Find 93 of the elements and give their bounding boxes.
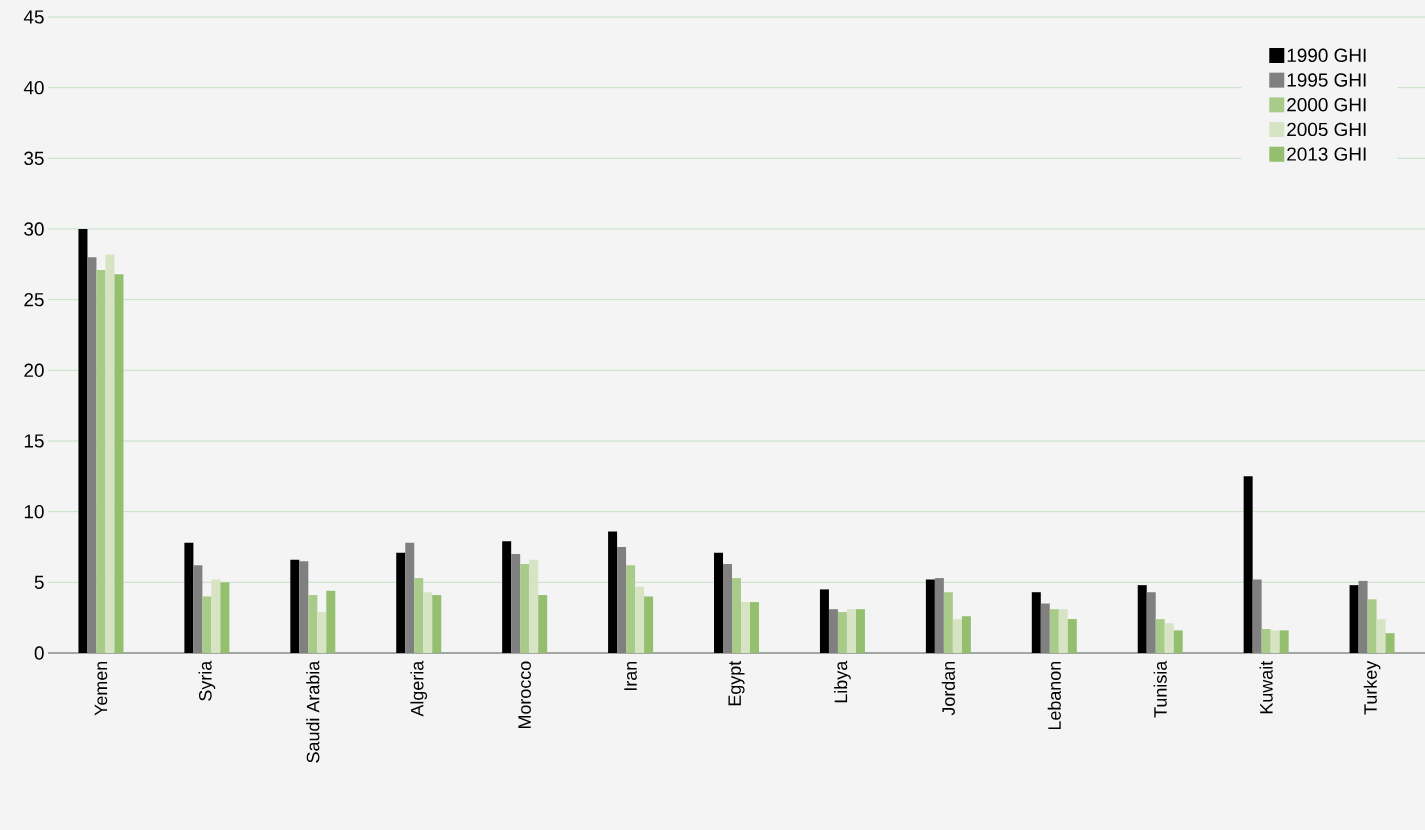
bar bbox=[184, 542, 194, 653]
x-tick-label: Kuwait bbox=[1259, 660, 1273, 714]
bar bbox=[1040, 603, 1050, 653]
bar bbox=[714, 552, 724, 653]
bar bbox=[1279, 630, 1289, 653]
bar bbox=[1049, 609, 1059, 653]
bar bbox=[423, 592, 433, 653]
bar bbox=[114, 274, 124, 653]
bar bbox=[308, 595, 318, 653]
bar bbox=[1164, 623, 1174, 653]
bar bbox=[105, 254, 115, 653]
x-tick-label: Saudi Arabia bbox=[306, 660, 320, 763]
bar bbox=[317, 612, 327, 653]
bar bbox=[502, 541, 512, 653]
bar bbox=[520, 563, 530, 653]
bar bbox=[1058, 609, 1068, 653]
y-tick-label: 30 bbox=[24, 222, 44, 236]
x-tick-label: Lebanon bbox=[1047, 661, 1061, 730]
bar bbox=[855, 609, 865, 653]
bar bbox=[1137, 585, 1147, 653]
bar bbox=[1376, 619, 1386, 653]
bar bbox=[617, 546, 627, 653]
y-tick-label: 15 bbox=[24, 434, 44, 448]
bar bbox=[819, 589, 829, 653]
bar bbox=[538, 595, 548, 653]
x-tick-label: Yemen bbox=[94, 661, 108, 716]
y-tick-label: 40 bbox=[23, 80, 44, 95]
bar bbox=[432, 595, 442, 653]
x-tick-label: Egypt bbox=[728, 660, 745, 706]
bar bbox=[1067, 619, 1077, 653]
y-tick-label: 35 bbox=[24, 151, 44, 166]
bar bbox=[644, 596, 654, 653]
bar bbox=[1243, 476, 1253, 653]
legend-label: 2005 GHI bbox=[1287, 122, 1366, 137]
bar bbox=[1031, 592, 1041, 653]
bar bbox=[1173, 630, 1183, 653]
y-tick-label: 20 bbox=[24, 363, 44, 378]
bar bbox=[934, 578, 944, 653]
bar bbox=[750, 602, 760, 653]
bar bbox=[511, 554, 521, 653]
x-tick-label: Algeria bbox=[410, 660, 428, 717]
bar bbox=[193, 565, 203, 653]
bar bbox=[414, 578, 424, 653]
bar bbox=[1367, 599, 1377, 653]
legend-label: 2013 GHI bbox=[1287, 147, 1366, 161]
bar bbox=[78, 228, 88, 653]
bar bbox=[1349, 585, 1359, 653]
bar bbox=[1270, 630, 1280, 653]
bar bbox=[943, 592, 953, 653]
y-tick-label: 5 bbox=[34, 575, 44, 589]
bar bbox=[87, 257, 97, 653]
bar bbox=[952, 619, 962, 653]
x-tick-label: Libya bbox=[834, 660, 851, 703]
bar bbox=[635, 586, 645, 653]
bar bbox=[828, 609, 838, 653]
legend-label: 2000 GHI bbox=[1287, 98, 1366, 112]
bar bbox=[925, 579, 935, 653]
bar bbox=[396, 552, 406, 653]
bar bbox=[1155, 619, 1165, 653]
bar bbox=[1385, 633, 1395, 653]
bar bbox=[96, 269, 106, 653]
bar bbox=[1146, 592, 1156, 653]
bar bbox=[299, 561, 309, 653]
x-tick-label: Syria bbox=[198, 660, 216, 701]
bar bbox=[529, 559, 539, 653]
x-tick-label: Tunisia bbox=[1153, 660, 1167, 718]
x-tick-label: Jordan bbox=[941, 661, 955, 716]
legend-label: 1995 GHI bbox=[1287, 73, 1366, 87]
bar bbox=[837, 612, 847, 653]
y-tick-label: 45 bbox=[23, 10, 44, 24]
bar bbox=[290, 559, 300, 653]
y-tick-label: 25 bbox=[24, 292, 44, 307]
bar bbox=[1252, 579, 1262, 653]
x-tick-label: Morocco bbox=[518, 661, 531, 729]
bar bbox=[405, 542, 415, 653]
bar bbox=[723, 563, 733, 653]
bar bbox=[1261, 628, 1271, 653]
x-tick-label: Iran bbox=[624, 661, 637, 691]
bar bbox=[741, 602, 751, 653]
y-tick-label: 0 bbox=[34, 646, 44, 660]
bar bbox=[1358, 580, 1368, 653]
bar bbox=[846, 609, 856, 653]
x-tick-label: Turkey bbox=[1363, 660, 1381, 715]
bar bbox=[732, 578, 742, 653]
bar bbox=[202, 596, 212, 653]
bar bbox=[220, 582, 230, 653]
bar bbox=[326, 590, 336, 653]
bar bbox=[608, 531, 618, 653]
legend-label: 1990 GHI bbox=[1287, 48, 1366, 63]
bar bbox=[211, 579, 221, 653]
y-tick-label: 10 bbox=[24, 504, 44, 519]
bar bbox=[961, 616, 971, 653]
bar bbox=[626, 565, 636, 653]
